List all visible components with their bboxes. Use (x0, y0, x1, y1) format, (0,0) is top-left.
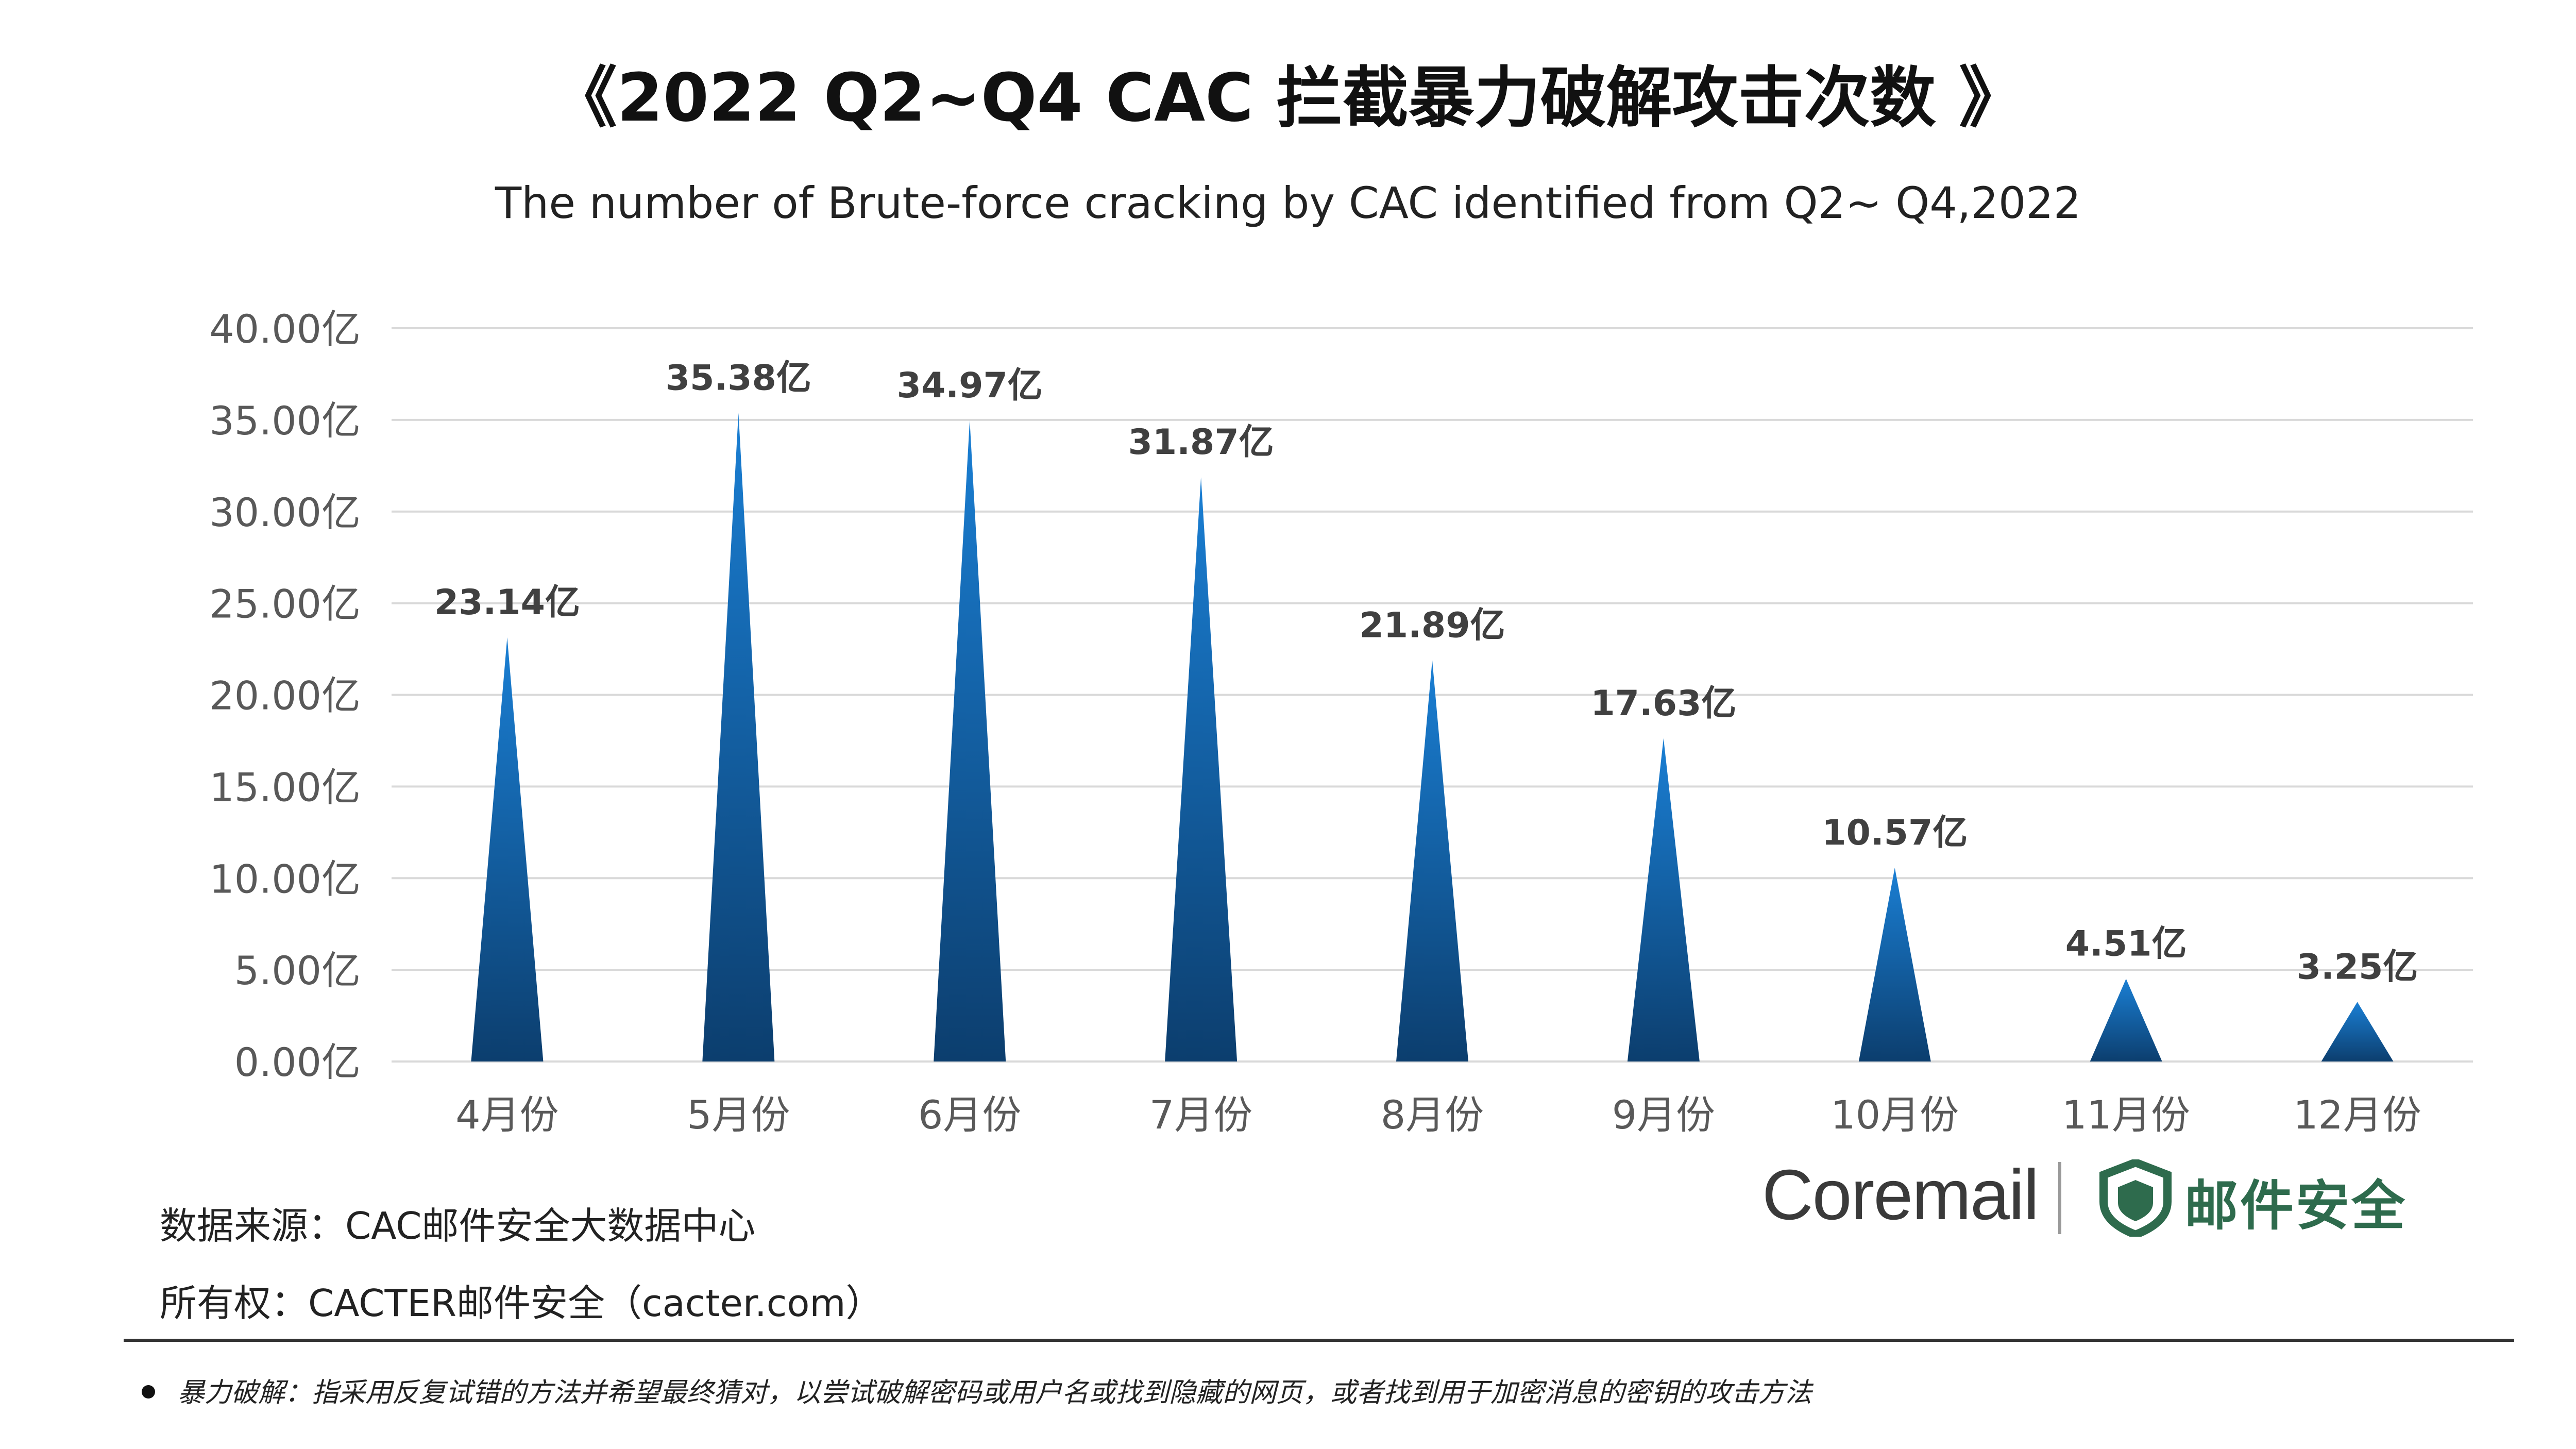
x-axis-tick-labels: 4月份 5月份 6月份 7月份 8月份 9月份 10月份 11月份 12月份 (455, 1092, 2421, 1138)
y-tick-label: 40.00亿 (209, 306, 361, 352)
x-tick-label: 5月份 (687, 1092, 790, 1138)
bar (702, 413, 775, 1062)
y-axis-tick-labels: 0.00亿 5.00亿 10.00亿 15.00亿 20.00亿 25.00亿 30.00亿… (209, 306, 361, 1085)
y-tick-label: 25.00亿 (209, 581, 361, 627)
y-tick-label: 20.00亿 (209, 673, 361, 719)
footnote: 暴力破解：指采用反复试错的方法并希望最终猜对，以尝试破解密码或用户名或找到隐藏的… (178, 1377, 1812, 1408)
data-label: 4.51亿 (2065, 924, 2187, 965)
bar (2321, 1002, 2394, 1062)
bar (1627, 738, 1700, 1062)
x-tick-label: 11月份 (2062, 1092, 2190, 1138)
copyright-text: 所有权：CACTER邮件安全（cacter.com） (160, 1282, 883, 1325)
y-tick-label: 35.00亿 (209, 398, 361, 444)
x-tick-label: 9月份 (1612, 1092, 1715, 1138)
data-labels: 23.14亿 35.38亿 34.97亿 31.87亿 21.89亿 17.63亿 10.5… (434, 358, 2418, 987)
data-label: 34.97亿 (897, 365, 1043, 406)
bar (471, 637, 544, 1062)
x-tick-label: 6月份 (918, 1092, 1021, 1138)
y-tick-label: 0.00亿 (234, 1039, 361, 1085)
x-tick-label: 10月份 (1831, 1092, 1959, 1138)
bar (2090, 979, 2162, 1062)
data-source-text: 数据来源：CAC邮件安全大数据中心 (160, 1204, 756, 1248)
bullet-icon (142, 1385, 155, 1399)
bar (1396, 660, 1468, 1062)
shield-icon (2099, 1159, 2172, 1237)
footer-divider (124, 1339, 2514, 1342)
data-label: 17.63亿 (1590, 683, 1736, 724)
x-tick-label: 8月份 (1381, 1092, 1484, 1138)
x-tick-label: 4月份 (455, 1092, 558, 1138)
data-label: 21.89亿 (1359, 605, 1505, 646)
y-tick-label: 5.00亿 (234, 948, 361, 993)
data-label: 3.25亿 (2297, 947, 2418, 987)
data-label: 31.87亿 (1128, 422, 1274, 463)
x-tick-label: 12月份 (2293, 1092, 2421, 1138)
x-tick-label: 7月份 (1149, 1092, 1252, 1138)
chart-title: 《2022 Q2~Q4 CAC 拦截暴力破解攻击次数 》 (551, 60, 2025, 137)
chart-subtitle: The number of Brute-force cracking by CA… (495, 178, 2081, 228)
data-label: 35.38亿 (666, 358, 811, 398)
cacter-logo-text: 邮件安全 (2184, 1174, 2408, 1237)
y-tick-label: 30.00亿 (209, 490, 361, 535)
y-tick-label: 10.00亿 (209, 856, 361, 902)
y-tick-label: 15.00亿 (209, 764, 361, 810)
bar (934, 420, 1006, 1062)
coremail-logo: Coremail (1762, 1155, 2039, 1235)
logo-divider (2058, 1162, 2061, 1234)
bars (471, 413, 2394, 1062)
data-label: 10.57亿 (1822, 813, 1968, 853)
bar (1165, 477, 1238, 1062)
bar (1858, 867, 1931, 1062)
data-label: 23.14亿 (434, 582, 580, 623)
bar-chart: 0.00亿 5.00亿 10.00亿 15.00亿 20.00亿 25.00亿 30.00亿… (209, 306, 2473, 1138)
